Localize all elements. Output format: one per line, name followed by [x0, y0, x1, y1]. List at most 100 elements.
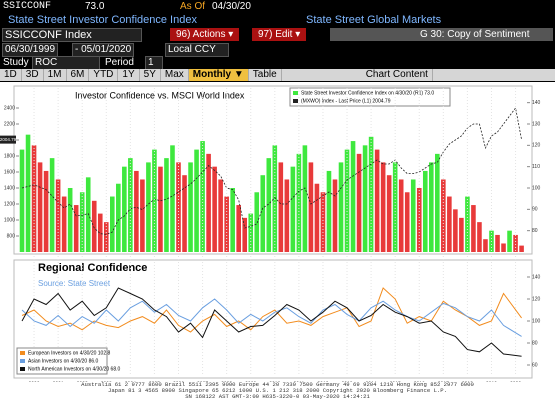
- legend-swatch: [20, 359, 25, 363]
- range-tab[interactable]: YTD: [89, 69, 119, 81]
- bar: [152, 149, 157, 252]
- range-tab[interactable]: 1D: [0, 69, 22, 81]
- security-input[interactable]: SSICCONF Index: [2, 28, 142, 42]
- range-tab[interactable]: Max: [161, 69, 189, 81]
- tick-label: 60: [532, 362, 538, 368]
- bar: [495, 234, 500, 252]
- tick-label: 1000: [4, 217, 15, 223]
- bar: [140, 179, 145, 252]
- bar: [37, 162, 43, 252]
- bar: [254, 192, 260, 252]
- bar: [73, 205, 79, 252]
- chart-area: Investor Confidence vs. MSCI World Index…: [0, 82, 555, 400]
- bar: [224, 196, 229, 252]
- table-tab[interactable]: Table: [249, 69, 282, 81]
- bar: [134, 170, 139, 252]
- edit-button[interactable]: 97) Edit ▾: [252, 28, 307, 41]
- bar: [447, 196, 452, 252]
- footer-line: SN 168122 AST GMT-3:00 H635-3220-0 03-Ma…: [185, 393, 370, 400]
- bar: [302, 145, 308, 252]
- bar: [422, 170, 428, 252]
- bar: [266, 158, 272, 252]
- bar: [501, 243, 506, 252]
- bar: [368, 136, 374, 252]
- tick-label: 140: [532, 274, 541, 280]
- range-tab[interactable]: 6M: [67, 69, 90, 81]
- bar: [230, 188, 235, 252]
- bar: [55, 179, 61, 252]
- frequency-label: Monthly: [192, 69, 232, 80]
- end-date[interactable]: - 05/01/2020: [72, 43, 135, 57]
- chart-content[interactable]: Chart Content: [362, 69, 433, 81]
- bar: [146, 162, 151, 252]
- study-label: Study: [3, 57, 29, 68]
- security-name: State Street Investor Confidence Index: [8, 14, 197, 26]
- bar: [332, 179, 338, 252]
- bar: [435, 153, 440, 252]
- tick-label: 1200: [4, 201, 15, 207]
- bar: [278, 162, 284, 252]
- bar: [326, 170, 332, 252]
- actions-label: 96) Actions: [176, 29, 226, 40]
- bar: [194, 149, 199, 252]
- bar: [25, 134, 31, 252]
- bar: [176, 162, 181, 252]
- bar: [188, 162, 193, 252]
- legend-entry: North American Investors on 4/30/20 68.0: [28, 366, 120, 372]
- bar: [116, 183, 121, 252]
- bar: [362, 145, 368, 252]
- bar: [453, 209, 458, 252]
- bar: [471, 205, 476, 252]
- bar: [290, 166, 296, 252]
- bar: [103, 222, 109, 252]
- currency[interactable]: Local CCY: [165, 43, 229, 57]
- bar: [272, 145, 278, 252]
- footer-line: Japan 81 3 4565 8900 Singapore 65 6212 1…: [107, 387, 448, 394]
- bar: [67, 188, 73, 252]
- bar: [43, 170, 49, 252]
- bar: [284, 179, 290, 252]
- series-line: [21, 287, 522, 333]
- bar: [410, 179, 416, 252]
- legend-swatch: [293, 99, 298, 103]
- tick-label: 1800: [4, 153, 15, 159]
- legend-box: [16, 347, 108, 375]
- group-label: G 30: Copy of Sentiment: [330, 28, 553, 41]
- tick-label: 800: [7, 233, 16, 239]
- range-tab[interactable]: 1Y: [118, 69, 140, 81]
- bar: [49, 158, 55, 252]
- edit-label: 97) Edit: [258, 29, 293, 40]
- source: State Street Global Markets: [306, 14, 442, 26]
- bar: [110, 196, 115, 252]
- frequency[interactable]: Monthly ▼: [188, 69, 249, 81]
- bar: [338, 162, 344, 252]
- toolbar-tabs: 1D 3D 1M 6M YTD 1Y 5Y Max Monthly ▼ Table Chart Co…: [0, 69, 555, 81]
- bar: [218, 179, 223, 252]
- bar: [158, 166, 163, 252]
- bar: [97, 213, 103, 252]
- legend-entry: European Investors on 4/30/20 102.8: [28, 350, 111, 356]
- period[interactable]: 1: [145, 56, 163, 70]
- bar: [320, 192, 326, 252]
- range-tab[interactable]: 1M: [44, 69, 67, 81]
- start-date[interactable]: 06/30/1999: [2, 43, 59, 57]
- legend-entry: (MXWO) Index - Last Price (L1) 2004.79: [301, 98, 391, 104]
- bar: [344, 149, 350, 252]
- bar: [79, 192, 85, 252]
- legend-swatch: [293, 91, 298, 95]
- study[interactable]: ROC: [32, 56, 100, 70]
- bar: [314, 183, 320, 252]
- series-line: [21, 107, 522, 235]
- range-tab[interactable]: 3D: [22, 69, 44, 81]
- bar: [356, 153, 362, 252]
- range-tab[interactable]: 5Y: [140, 69, 161, 81]
- bar: [122, 166, 127, 252]
- bar: [513, 234, 518, 252]
- bar: [61, 196, 67, 252]
- bar: [465, 196, 470, 252]
- last-value: 73.0: [85, 1, 105, 12]
- bar: [483, 239, 488, 252]
- tick-label: 120: [532, 296, 541, 302]
- ticker: SSICCONF: [3, 1, 52, 12]
- actions-button[interactable]: 96) Actions ▾: [170, 28, 240, 41]
